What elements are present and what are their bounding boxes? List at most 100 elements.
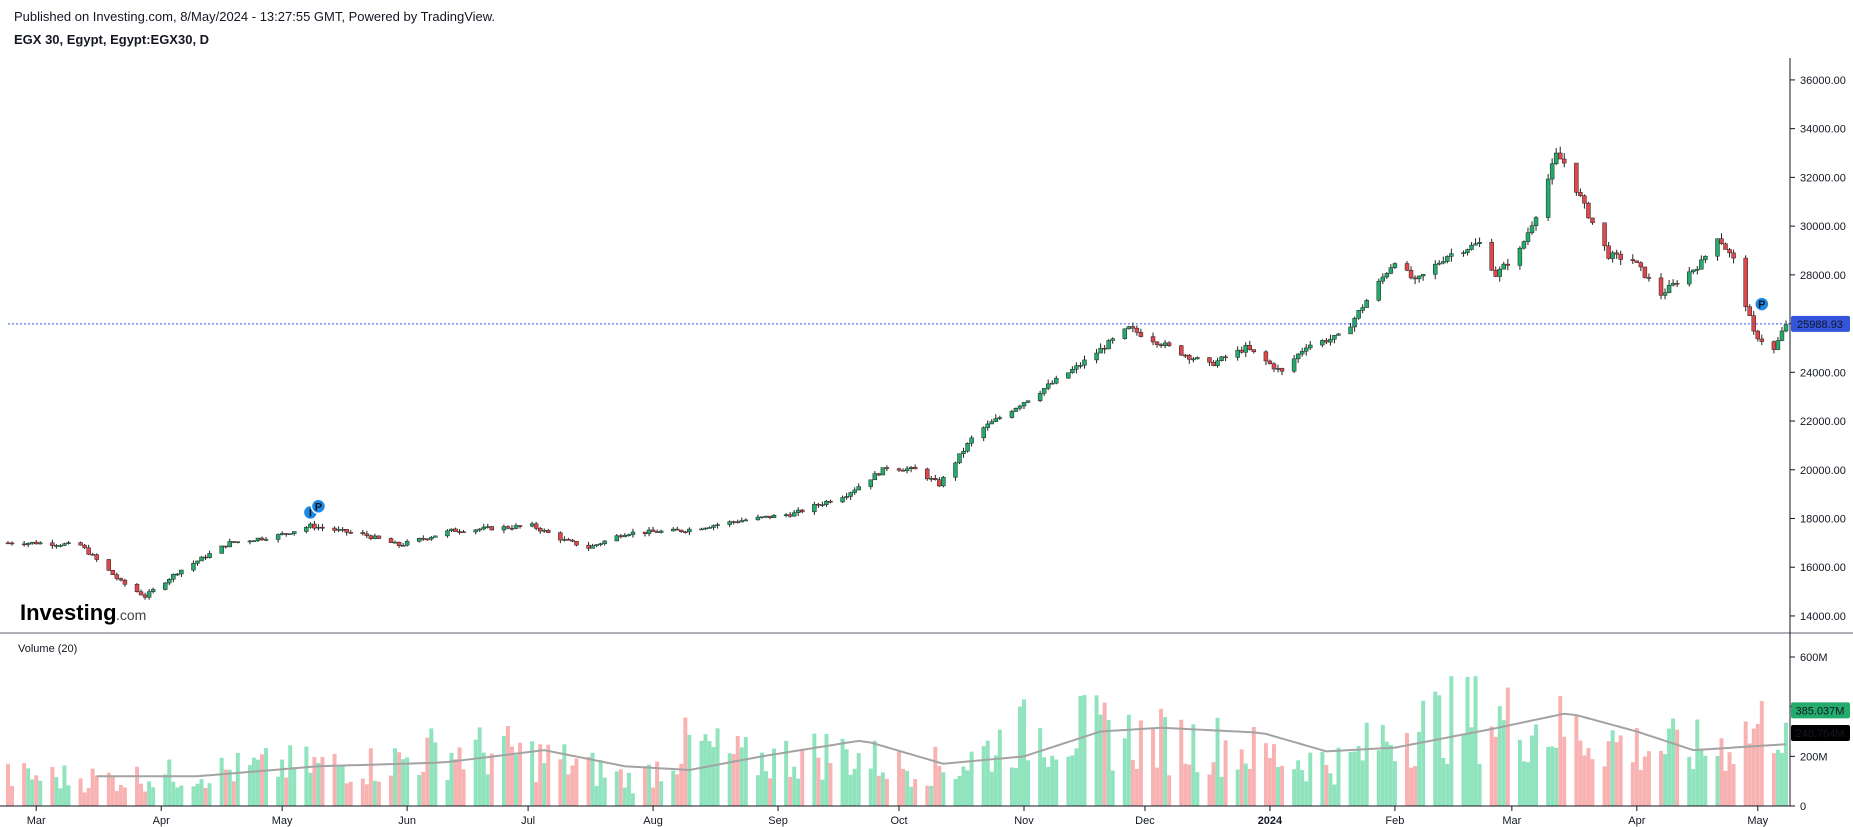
candle-body	[1505, 263, 1511, 266]
volume-bar	[1296, 760, 1301, 806]
price-axis[interactable]: 14000.00 16000.00 18000.00 20000.00 22000.00…	[1789, 58, 1850, 633]
candle-body	[1521, 241, 1527, 249]
candle	[231, 541, 236, 544]
candle	[1041, 388, 1047, 397]
volume-bar	[445, 780, 450, 806]
time-tick-label: Dec	[1135, 815, 1155, 827]
volume-bar	[179, 785, 184, 806]
event-markers[interactable]: IPP	[302, 296, 1770, 521]
volume-bar	[1300, 770, 1305, 806]
price-tick-label: 36000.00	[1800, 75, 1846, 87]
volume-bar	[534, 782, 539, 806]
candle-body	[820, 504, 825, 506]
candle-body	[340, 529, 345, 531]
candle-body	[1642, 266, 1648, 278]
candle-body	[1553, 152, 1559, 164]
candle	[1578, 188, 1583, 197]
candle-body	[957, 453, 962, 464]
event-marker[interactable]: P	[310, 498, 327, 515]
candle	[29, 541, 35, 545]
candle	[743, 518, 749, 522]
candle	[618, 534, 624, 539]
candle	[481, 523, 486, 531]
candle	[1614, 249, 1619, 259]
volume-bar	[1195, 772, 1200, 806]
volume-bar	[1437, 695, 1442, 806]
event-marker[interactable]: P	[1754, 296, 1770, 312]
candle	[404, 539, 410, 547]
candle	[1525, 227, 1531, 246]
candle	[1078, 362, 1083, 369]
volume-bar	[772, 748, 777, 806]
candle	[1304, 344, 1309, 356]
candle-body	[9, 542, 15, 545]
candle	[844, 492, 849, 500]
volume-bar	[429, 728, 434, 806]
candle-body	[711, 525, 716, 528]
candle-body	[707, 527, 712, 529]
volume-bar	[1215, 717, 1220, 806]
candle	[1098, 343, 1103, 354]
candle	[1275, 364, 1281, 373]
candle-body	[1179, 345, 1184, 356]
candle-body	[78, 542, 83, 546]
candle-body	[703, 527, 708, 530]
time-tick-label: Apr	[1628, 815, 1645, 827]
volume-bar	[1106, 719, 1111, 806]
candle	[417, 537, 422, 543]
volume-bar	[1771, 753, 1776, 806]
candle-body	[872, 473, 878, 481]
volume-bar	[1667, 728, 1672, 806]
candle	[687, 527, 692, 536]
candle-body	[1614, 252, 1619, 255]
candle-body	[1166, 342, 1172, 346]
candle-body	[816, 504, 821, 506]
candle	[1501, 261, 1506, 270]
candle	[179, 569, 184, 578]
time-tick-label: Oct	[890, 815, 907, 827]
candle	[1658, 273, 1664, 300]
candle	[477, 528, 482, 533]
volume-ma-line	[96, 712, 1787, 778]
candle-body	[739, 520, 744, 523]
volume-bar	[425, 737, 430, 806]
last-price-label: 25988.93	[1791, 315, 1850, 332]
volume-bar	[417, 775, 422, 806]
candle	[171, 573, 176, 583]
candle-body	[1715, 238, 1720, 257]
candle-body	[417, 538, 422, 542]
candle	[1695, 265, 1700, 275]
volume-bar	[1110, 770, 1115, 806]
time-axis[interactable]: Mar Apr May Jun Jul Aug Sep Oct Nov Dec 2024 Feb Mar…	[27, 806, 1769, 827]
candle	[21, 541, 27, 547]
candle-body	[292, 531, 297, 534]
candle	[598, 542, 603, 547]
candle	[1384, 272, 1390, 280]
volume-axis[interactable]: 0200M400M600M 385.037M 248.764M	[1789, 633, 1850, 813]
candle-body	[82, 544, 87, 549]
volume-bar	[1280, 765, 1285, 806]
candle-body	[1138, 332, 1144, 337]
volume-bar	[1646, 751, 1651, 806]
candle	[1699, 255, 1704, 270]
candle-body	[574, 540, 579, 546]
volume-bar	[163, 774, 168, 806]
volume-bar	[1159, 708, 1164, 806]
candle	[1082, 355, 1087, 369]
candle	[985, 420, 990, 431]
volume-bar	[1610, 730, 1615, 806]
volume-bar	[473, 739, 478, 806]
candle-body	[364, 533, 370, 537]
volume-bar	[1497, 706, 1502, 806]
candle-body	[34, 541, 39, 545]
volume-bar	[828, 763, 833, 806]
volume-bar	[913, 779, 918, 806]
volume-bar	[1207, 774, 1212, 806]
volume-bar	[1102, 702, 1107, 806]
candle-body	[457, 531, 462, 533]
candle-body	[1634, 260, 1640, 263]
candle	[1162, 340, 1168, 349]
candle	[1545, 173, 1551, 221]
candle	[195, 560, 200, 566]
